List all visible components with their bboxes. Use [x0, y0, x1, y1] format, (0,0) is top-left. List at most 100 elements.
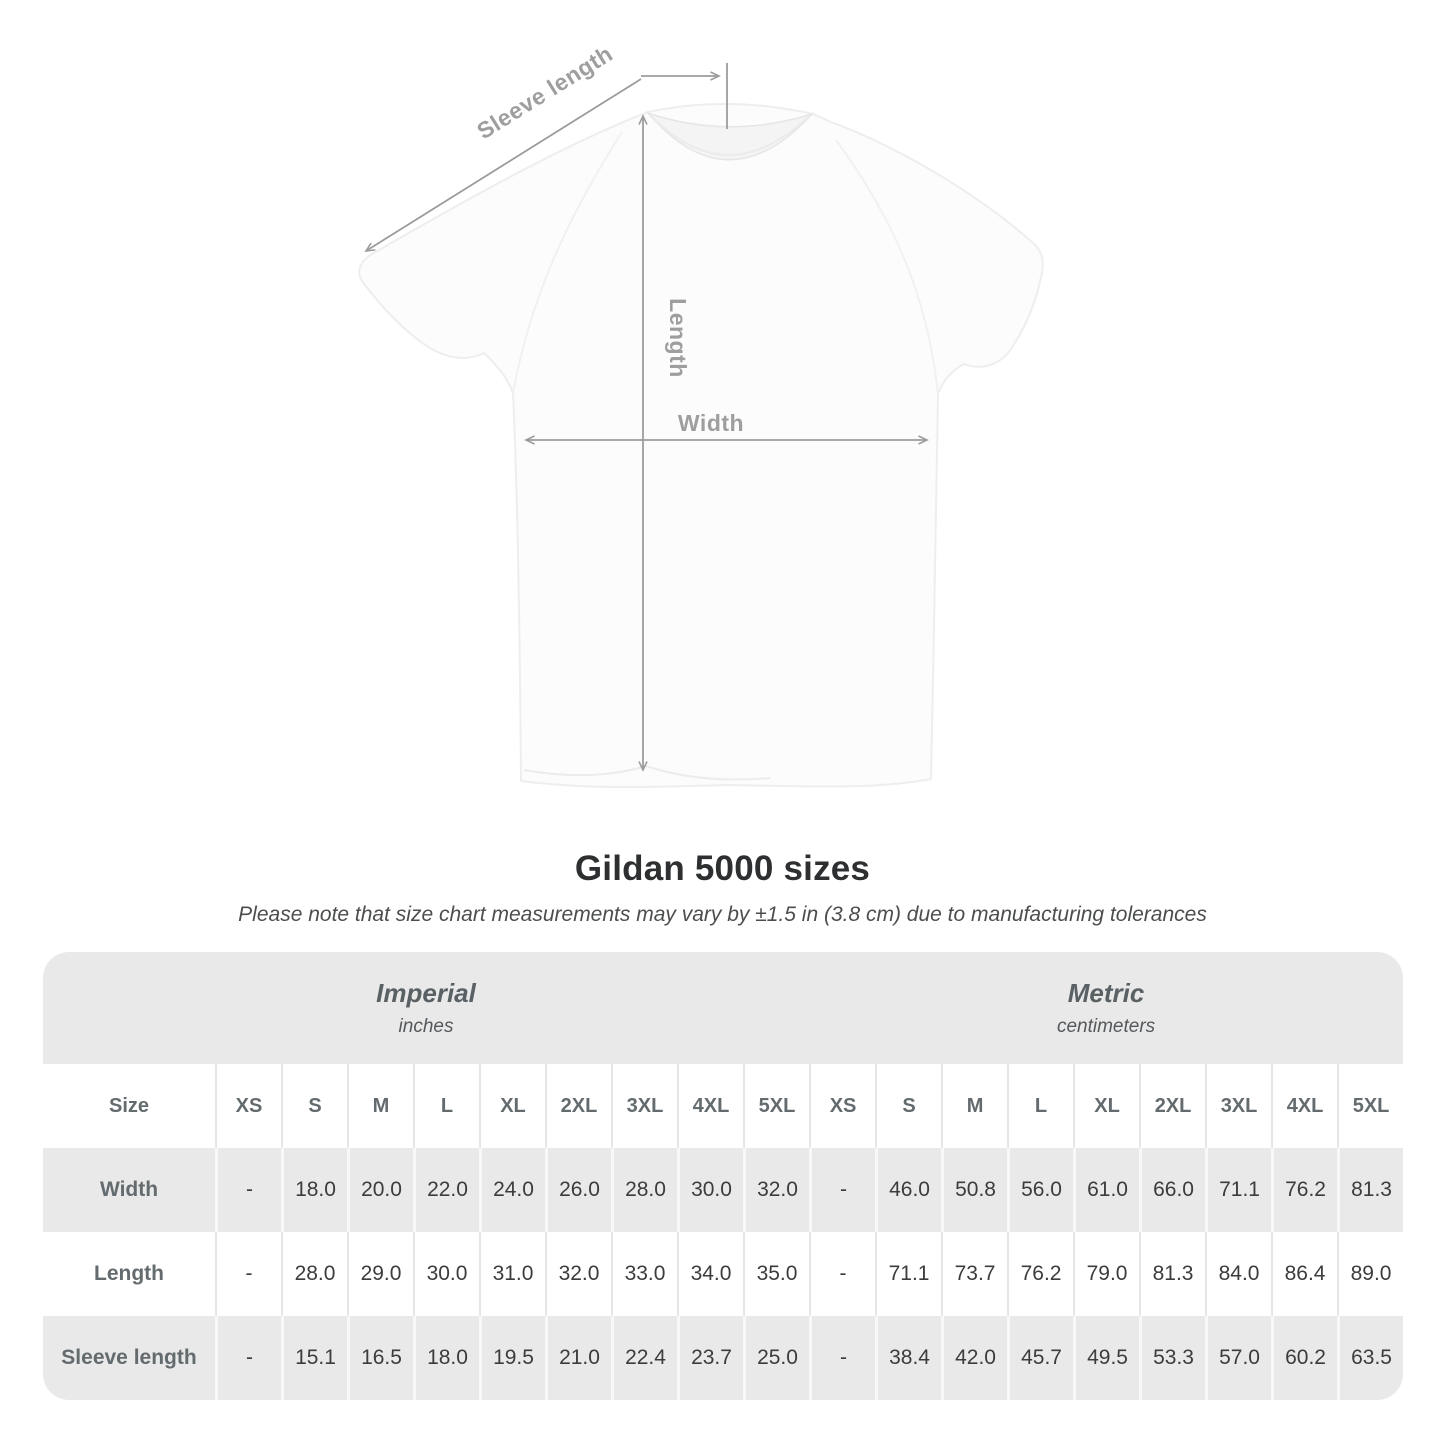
table-cell: 25.0 [743, 1316, 810, 1400]
table-cell: 46.0 [875, 1148, 942, 1232]
table-cell: 84.0 [1205, 1232, 1272, 1316]
table-cell: 18.0 [413, 1316, 479, 1400]
table-cell: 23.7 [677, 1316, 743, 1400]
size-header-row: Size XS S M L XL 2XL 3XL 4XL 5XL XS S M … [43, 1064, 1403, 1148]
imperial-size-header: 3XL [611, 1064, 677, 1148]
table-cell: - [809, 1148, 876, 1232]
length-label: Length [665, 298, 691, 378]
table-cell: 24.0 [479, 1148, 545, 1232]
table-cell: 16.5 [347, 1316, 413, 1400]
table-cell: 35.0 [743, 1232, 810, 1316]
metric-title: Metric [1067, 978, 1145, 1008]
table-cell: 32.0 [743, 1148, 810, 1232]
table-cell: 60.2 [1271, 1316, 1338, 1400]
tshirt-right-seam [835, 139, 939, 395]
table-cell: 34.0 [677, 1232, 743, 1316]
row-label: Sleeve length [43, 1316, 215, 1400]
metric-subtitle: centimeters [1056, 1016, 1156, 1037]
sleeve-length-label: Sleeve length [472, 40, 617, 144]
table-cell: 15.1 [281, 1316, 347, 1400]
table-cell: 81.3 [1139, 1232, 1206, 1316]
table-cell: 86.4 [1271, 1232, 1338, 1316]
metric-size-header: M [941, 1064, 1008, 1148]
table-cell: 57.0 [1205, 1316, 1272, 1400]
table-cell: 63.5 [1337, 1316, 1403, 1400]
table-cell: 73.7 [941, 1232, 1008, 1316]
table-cell: 29.0 [347, 1232, 413, 1316]
table-cell: 71.1 [875, 1232, 942, 1316]
table-cell: - [809, 1232, 876, 1316]
imperial-size-header: S [281, 1064, 347, 1148]
metric-size-header: 4XL [1271, 1064, 1338, 1148]
table-cell: 76.2 [1007, 1232, 1074, 1316]
table-cell: 66.0 [1139, 1148, 1206, 1232]
page-subtitle: Please note that size chart measurements… [238, 903, 1207, 926]
table-cell: 19.5 [479, 1316, 545, 1400]
page-title: Gildan 5000 sizes [574, 849, 871, 888]
metric-size-header: 5XL [1337, 1064, 1403, 1148]
table-cell: 28.0 [281, 1232, 347, 1316]
table-cell: - [215, 1316, 281, 1400]
table-cell: 49.5 [1073, 1316, 1140, 1400]
table-cell: 31.0 [479, 1232, 545, 1316]
size-table: Imperial inches Metric centimeters Size … [43, 952, 1403, 1400]
size-column-header: Size [43, 1064, 215, 1148]
metric-size-header: 2XL [1139, 1064, 1206, 1148]
metric-size-header: XS [809, 1064, 876, 1148]
table-cell: 30.0 [677, 1148, 743, 1232]
imperial-header-cell: Imperial inches [43, 952, 810, 1064]
table-cell: 28.0 [611, 1148, 677, 1232]
row-label: Length [43, 1232, 215, 1316]
table-row-length: Length - 28.0 29.0 30.0 31.0 32.0 33.0 3… [43, 1232, 1403, 1316]
table-row-sleeve-length: Sleeve length - 15.1 16.5 18.0 19.5 21.0… [43, 1316, 1403, 1400]
table-cell: 61.0 [1073, 1148, 1140, 1232]
table-cell: - [809, 1316, 876, 1400]
tshirt-collar [645, 111, 815, 161]
tshirt-silhouette [358, 102, 1044, 789]
table-cell: 32.0 [545, 1232, 611, 1316]
metric-size-header: 3XL [1205, 1064, 1272, 1148]
imperial-size-header: XL [479, 1064, 545, 1148]
metric-header-cell: Metric centimeters [809, 952, 1403, 1064]
imperial-size-header: M [347, 1064, 413, 1148]
tshirt-diagram: Sleeve length Length Width [358, 40, 1044, 789]
table-cell: 79.0 [1073, 1232, 1140, 1316]
imperial-size-header: L [413, 1064, 479, 1148]
table-cell: - [215, 1232, 281, 1316]
table-cell: - [215, 1148, 281, 1232]
metric-size-header: XL [1073, 1064, 1140, 1148]
row-label: Width [43, 1148, 215, 1232]
table-cell: 22.4 [611, 1316, 677, 1400]
table-cell: 53.3 [1139, 1316, 1206, 1400]
metric-size-header: L [1007, 1064, 1074, 1148]
table-cell: 81.3 [1337, 1148, 1403, 1232]
table-cell: 71.1 [1205, 1148, 1272, 1232]
table-cell: 18.0 [281, 1148, 347, 1232]
tshirt-left-seam [512, 131, 623, 394]
table-cell: 89.0 [1337, 1232, 1403, 1316]
table-cell: 50.8 [941, 1148, 1008, 1232]
table-cell: 42.0 [941, 1316, 1008, 1400]
imperial-size-header: 5XL [743, 1064, 810, 1148]
table-cell: 76.2 [1271, 1148, 1338, 1232]
table-cell: 30.0 [413, 1232, 479, 1316]
sleeve-length-arrow [364, 78, 642, 252]
unit-header-row: Imperial inches Metric centimeters [43, 952, 1403, 1064]
imperial-size-header: 4XL [677, 1064, 743, 1148]
table-cell: 56.0 [1007, 1148, 1074, 1232]
imperial-title: Imperial [376, 978, 476, 1008]
metric-size-header: S [875, 1064, 942, 1148]
imperial-size-header: 2XL [545, 1064, 611, 1148]
table-row-width: Width - 18.0 20.0 22.0 24.0 26.0 28.0 30… [43, 1148, 1403, 1232]
table-cell: 21.0 [545, 1316, 611, 1400]
imperial-subtitle: inches [398, 1016, 454, 1037]
imperial-size-header: XS [215, 1064, 281, 1148]
table-cell: 26.0 [545, 1148, 611, 1232]
tshirt-collar-seam [651, 116, 809, 156]
table-cell: 33.0 [611, 1232, 677, 1316]
table-cell: 20.0 [347, 1148, 413, 1232]
table-cell: 22.0 [413, 1148, 479, 1232]
width-label: Width [678, 410, 744, 436]
table-cell: 45.7 [1007, 1316, 1074, 1400]
